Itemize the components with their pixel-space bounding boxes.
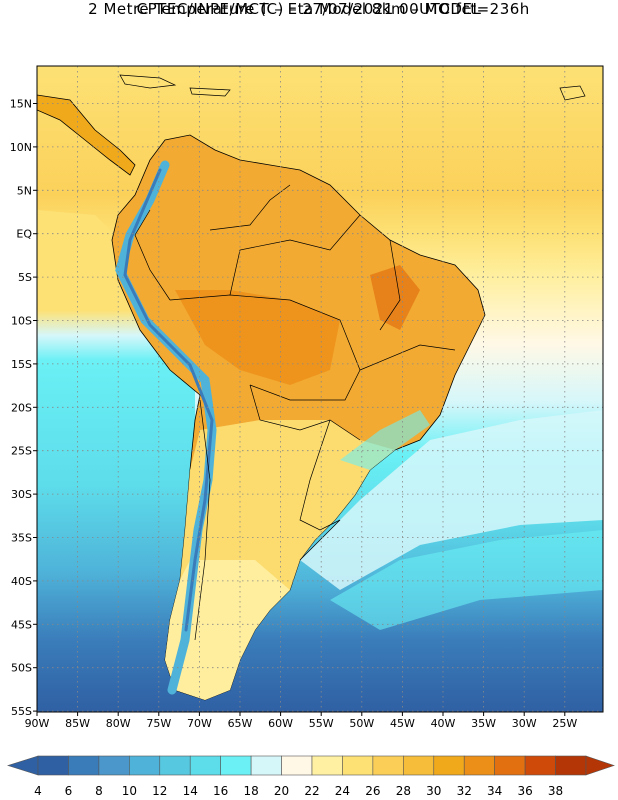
legend-label: 36	[517, 784, 532, 798]
legend-arrow-low	[7, 755, 39, 776]
pacific-cold-field	[37, 210, 195, 712]
legend-label: 26	[365, 784, 380, 798]
legend-swatch	[342, 755, 374, 776]
lat-label: 40S	[11, 575, 32, 588]
legend-label: 24	[335, 784, 350, 798]
caribbean-islands	[119, 74, 586, 101]
lat-label: 25S	[11, 445, 32, 458]
legend-label: 10	[122, 784, 137, 798]
legend-swatch	[494, 755, 526, 776]
longitude-labels: 90W 85W 80W 75W 70W 65W 60W 55W 50W 45W 40W 35W 30W 2…	[25, 717, 578, 730]
legend-label: 30	[426, 784, 441, 798]
legend-label: 32	[457, 784, 472, 798]
lat-label: 50S	[11, 662, 32, 675]
lon-label: 45W	[390, 717, 415, 730]
legend-label: 22	[304, 784, 319, 798]
legend-swatch	[433, 755, 465, 776]
lat-label: 5S	[18, 271, 32, 284]
legend-label: 16	[213, 784, 228, 798]
lon-label: 35W	[471, 717, 496, 730]
atlantic-cool-field	[300, 410, 603, 590]
map-frame	[36, 65, 604, 713]
lon-label: 30W	[512, 717, 537, 730]
legend-swatch	[98, 755, 130, 776]
lon-label: 90W	[25, 717, 50, 730]
lat-label: 45S	[11, 618, 32, 631]
legend-swatch	[555, 755, 587, 776]
legend-arrow-high	[585, 755, 615, 776]
lat-label: 20S	[11, 401, 32, 414]
legend-swatch	[68, 755, 100, 776]
atlantic-cold-field	[330, 530, 603, 630]
legend-swatch	[524, 755, 556, 776]
legend-label: 6	[65, 784, 73, 798]
legend-label: 38	[548, 784, 563, 798]
lon-label: 85W	[65, 717, 90, 730]
lat-label: 10S	[11, 315, 32, 328]
lat-label: 15N	[10, 98, 32, 111]
lon-label: 60W	[268, 717, 293, 730]
legend-swatch	[37, 755, 69, 776]
lat-label: EQ	[16, 228, 32, 241]
northeast-hot-core	[370, 265, 420, 330]
andes-cold-core	[123, 168, 214, 632]
lat-label: 15S	[11, 358, 32, 371]
legend-swatch	[403, 755, 435, 776]
lon-label: 40W	[431, 717, 456, 730]
legend-label: 34	[487, 784, 502, 798]
legend-label: 8	[95, 784, 103, 798]
lon-label: 80W	[106, 717, 131, 730]
axis-ticks	[33, 103, 566, 716]
legend-swatch	[372, 755, 404, 776]
lat-label: 10N	[10, 141, 32, 154]
lat-label: 5N	[17, 184, 32, 197]
lat-label: 35S	[11, 532, 32, 545]
map-title-line2: 2 Metre Temperature (C) – 27/07/2021 00U…	[88, 0, 530, 18]
legend-swatch	[159, 755, 191, 776]
legend-label: 20	[274, 784, 289, 798]
latitude-labels: 15N 10N 5N EQ 5S 10S 15S 20S 25S 30S 35S 40S 45S 50S 5…	[10, 98, 33, 719]
legend-swatch	[281, 755, 313, 776]
legend-swatch	[189, 755, 221, 776]
lat-label: 30S	[11, 488, 32, 501]
lon-label: 55W	[309, 717, 334, 730]
lon-label: 65W	[228, 717, 253, 730]
legend-swatch	[250, 755, 282, 776]
legend-swatch	[129, 755, 161, 776]
legend-swatch	[220, 755, 252, 776]
central-america-land	[37, 94, 136, 176]
legend-label: 4	[34, 784, 42, 798]
southeast-cool-land	[340, 410, 430, 470]
legend-label: 12	[152, 784, 167, 798]
patagonia-cold-land	[165, 560, 290, 700]
lon-label: 75W	[146, 717, 171, 730]
legend-swatch	[463, 755, 495, 776]
lon-label: 70W	[187, 717, 212, 730]
legend-label: 28	[396, 784, 411, 798]
lon-label: 25W	[552, 717, 577, 730]
map-title-line1: CPTEC/INPE/MCT – Eta Model 8km – MODEL	[136, 0, 482, 18]
legend-swatch	[311, 755, 343, 776]
legend-label: 14	[183, 784, 198, 798]
country-borders	[134, 184, 456, 641]
lat-label: 55S	[11, 705, 32, 718]
amazon-hot-core	[175, 290, 340, 385]
color-legend: 4 6 8 10 12 14 16 18 20 22 24 26 28 30 32 34 36 38	[7, 755, 615, 798]
lon-label: 50W	[349, 717, 374, 730]
legend-label: 18	[243, 784, 258, 798]
